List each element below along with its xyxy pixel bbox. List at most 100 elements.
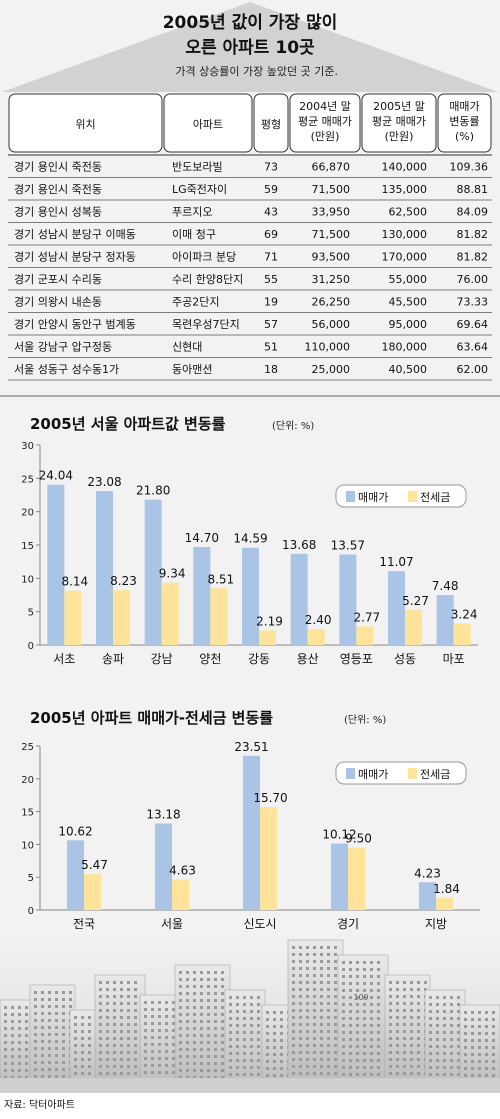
building-window: [266, 1053, 269, 1056]
building-window: [306, 946, 309, 949]
building-window: [356, 1010, 359, 1013]
bar-sale-3: [193, 547, 211, 645]
building-window: [299, 1002, 302, 1005]
building-window: [25, 1048, 28, 1051]
building-window: [349, 1031, 352, 1034]
city-ground: [0, 1078, 500, 1093]
building-window: [81, 1016, 84, 1019]
building-window: [403, 1051, 406, 1054]
building-window: [313, 1051, 316, 1054]
data-label-sale: 7.48: [432, 579, 459, 593]
building-window: [214, 1020, 217, 1023]
table-cell-location: 경기 군포시 수리동: [14, 273, 102, 286]
building-window: [370, 968, 373, 971]
building-window: [158, 1071, 161, 1074]
building-window: [243, 1066, 246, 1069]
building-window: [200, 1055, 203, 1058]
table-cell-price-2004: 110,000: [305, 341, 351, 354]
building-window: [410, 981, 413, 984]
building-window: [356, 1024, 359, 1027]
table-cell-apartment: 동아맨션: [172, 363, 212, 376]
building-window: [396, 1044, 399, 1047]
building-window: [25, 1006, 28, 1009]
building-window: [158, 1064, 161, 1067]
building-window: [257, 1059, 260, 1062]
building-window: [179, 971, 182, 974]
building-window: [106, 1037, 109, 1040]
building-window: [306, 1037, 309, 1040]
building-window: [179, 1076, 182, 1079]
building-window: [299, 995, 302, 998]
building-window: [349, 1024, 352, 1027]
building-window: [327, 953, 330, 956]
chart2-unit: (단위: %): [344, 713, 386, 726]
building-window: [370, 1003, 373, 1006]
header-title-line2: 오른 아파트 10곳: [185, 38, 315, 58]
building-window: [11, 1034, 14, 1037]
building-window: [229, 1017, 232, 1020]
building-window: [236, 1038, 239, 1041]
city-building: [384, 974, 431, 1094]
building-window: [356, 982, 359, 985]
building-window: [349, 968, 352, 971]
building-window: [207, 1055, 210, 1058]
table-cell-price-2005: 130,000: [382, 228, 428, 241]
building-window: [280, 1053, 283, 1056]
building-window: [429, 1073, 432, 1076]
building-window: [113, 1072, 116, 1075]
y-tick-label: 0: [28, 906, 34, 917]
table-cell-location: 서울 강남구 압구정동: [14, 341, 112, 354]
building-window: [113, 1002, 116, 1005]
building-window: [158, 1022, 161, 1025]
building-window: [363, 1059, 366, 1062]
building-window: [134, 1051, 137, 1054]
building-window: [299, 1009, 302, 1012]
building-window: [342, 961, 345, 964]
building-window: [292, 967, 295, 970]
building-window: [342, 1010, 345, 1013]
building-window: [236, 1059, 239, 1062]
building-window: [186, 978, 189, 981]
bar-sale-1: [155, 823, 172, 910]
building-window: [356, 1052, 359, 1055]
building-window: [99, 1009, 102, 1012]
table-cell-price-2005: 55,000: [389, 273, 428, 286]
building-window: [313, 960, 316, 963]
building-window: [62, 1075, 65, 1078]
building-window: [34, 1054, 37, 1057]
building-window: [370, 982, 373, 985]
building-window: [356, 1059, 359, 1062]
building-window: [273, 1074, 276, 1077]
building-window: [342, 1038, 345, 1041]
building-window: [349, 996, 352, 999]
building-window: [266, 1018, 269, 1021]
building-window: [120, 1009, 123, 1012]
building-window: [151, 1057, 154, 1060]
y-tick-label: 15: [21, 541, 34, 552]
building-window: [172, 1008, 175, 1011]
building-window: [221, 1069, 224, 1072]
building-window: [207, 1013, 210, 1016]
building-window: [55, 998, 58, 1001]
building-window: [443, 1059, 446, 1062]
table-cell-apartment: 아이파크 분당: [172, 251, 236, 264]
building-window: [25, 1020, 28, 1023]
building-window: [313, 953, 316, 956]
chart1-unit: (단위: %): [272, 419, 314, 432]
building-window: [292, 953, 295, 956]
building-window: [48, 1040, 51, 1043]
bar-sale-0: [47, 484, 65, 645]
building-window: [250, 1059, 253, 1062]
building-window: [221, 1027, 224, 1030]
building-window: [410, 1030, 413, 1033]
building-window: [306, 1002, 309, 1005]
building-window: [313, 1002, 316, 1005]
building-window: [334, 988, 337, 991]
building-window: [327, 1016, 330, 1019]
building-window: [113, 1009, 116, 1012]
data-label-jeonse: 4.63: [169, 864, 196, 878]
building-window: [62, 1040, 65, 1043]
building-window: [320, 1072, 323, 1075]
building-window: [320, 953, 323, 956]
building-window: [18, 1034, 21, 1037]
